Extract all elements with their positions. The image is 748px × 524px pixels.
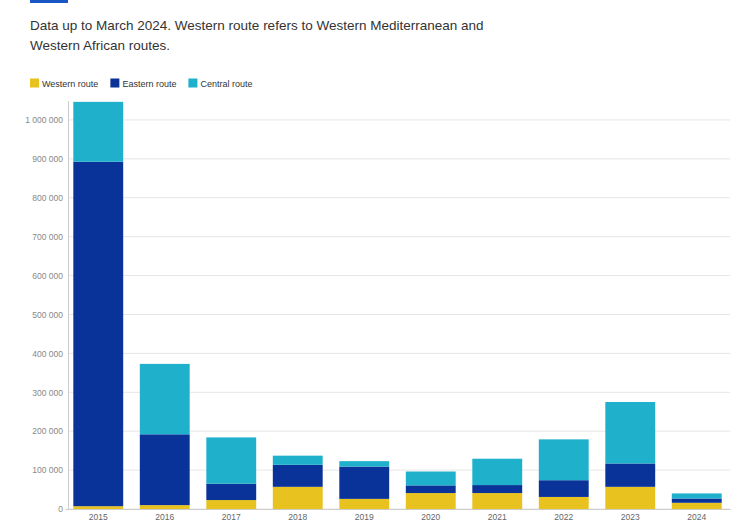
y-axis: 0 100 000 200 000 300 000 400 000 500 000 600 … xyxy=(25,101,68,514)
x-tick: 2021 xyxy=(488,509,507,522)
bar xyxy=(406,471,456,485)
bar xyxy=(140,434,190,505)
bar xyxy=(206,484,256,500)
grid-line xyxy=(68,275,730,276)
x-tick-label: 2024 xyxy=(687,512,706,522)
x-tick-label: 2020 xyxy=(421,512,440,522)
x-tick: 2023 xyxy=(621,509,640,522)
bar xyxy=(472,493,522,509)
y-tick-label: 600 000 xyxy=(32,271,63,281)
grid-line xyxy=(68,197,730,198)
grid-line xyxy=(68,353,730,354)
y-tick: 200 000 xyxy=(32,426,68,436)
bar xyxy=(273,487,323,509)
y-tick-label: 400 000 xyxy=(32,349,63,359)
bar xyxy=(73,506,123,509)
y-tick: 800 000 xyxy=(32,193,68,203)
x-tick-label: 2023 xyxy=(621,512,640,522)
bar xyxy=(472,485,522,493)
bar xyxy=(605,463,655,486)
y-tick: 700 000 xyxy=(32,232,68,242)
bar xyxy=(273,456,323,465)
x-tick: 2015 xyxy=(89,509,108,522)
accent-line xyxy=(30,0,68,3)
bar xyxy=(539,497,589,509)
bar xyxy=(339,499,389,509)
bar xyxy=(339,461,389,466)
x-tick-label: 2021 xyxy=(488,512,507,522)
bars xyxy=(73,102,721,509)
legend-swatch xyxy=(188,79,197,88)
x-tick-label: 2017 xyxy=(222,512,241,522)
legend-item: Western route xyxy=(30,79,98,89)
x-tick: 2018 xyxy=(288,509,307,522)
bar xyxy=(206,437,256,483)
y-tick: 400 000 xyxy=(32,349,68,359)
bar xyxy=(672,493,722,498)
series xyxy=(73,162,721,506)
legend-item: Central route xyxy=(188,79,252,89)
bar xyxy=(672,503,722,509)
bar xyxy=(140,364,190,434)
x-tick: 2019 xyxy=(355,509,374,522)
y-tick: 100 000 xyxy=(32,465,68,475)
grid-line xyxy=(68,314,730,315)
bar xyxy=(605,487,655,509)
bar xyxy=(472,459,522,485)
legend-swatch xyxy=(30,79,39,88)
y-axis-line xyxy=(68,101,69,510)
legend-label: Central route xyxy=(200,79,252,89)
bar xyxy=(406,493,456,509)
y-tick-label: 0 xyxy=(58,504,63,514)
subtitle: Data up to March 2024. Western route ref… xyxy=(30,16,520,56)
bar xyxy=(73,162,123,506)
x-tick-label: 2018 xyxy=(288,512,307,522)
y-tick-label: 200 000 xyxy=(32,426,63,436)
grid-line xyxy=(68,236,730,237)
grid-line xyxy=(68,119,730,120)
x-tick: 2016 xyxy=(155,509,174,522)
bar xyxy=(140,505,190,509)
y-tick: 600 000 xyxy=(32,271,68,281)
legend-item: Eastern route xyxy=(110,79,176,89)
x-tick: 2022 xyxy=(554,509,573,522)
bar xyxy=(539,480,589,497)
grid-line xyxy=(68,158,730,159)
y-tick: 300 000 xyxy=(32,388,68,398)
y-tick-label: 1 000 000 xyxy=(25,115,63,125)
y-tick-label: 900 000 xyxy=(32,154,63,164)
legend-swatch xyxy=(110,79,119,88)
y-tick-label: 700 000 xyxy=(32,232,63,242)
y-tick: 1 000 000 xyxy=(25,115,68,125)
series xyxy=(73,102,721,499)
bar xyxy=(539,439,589,480)
bar xyxy=(273,465,323,487)
x-tick-label: 2016 xyxy=(155,512,174,522)
bar xyxy=(406,485,456,493)
legend-label: Eastern route xyxy=(122,79,176,89)
y-tick-label: 800 000 xyxy=(32,193,63,203)
y-tick-label: 300 000 xyxy=(32,388,63,398)
x-axis: 2015 2016 2017 2018 2019 2020 2021 2022 2023 2024 xyxy=(66,509,731,522)
y-tick-label: 100 000 xyxy=(32,465,63,475)
x-tick: 2024 xyxy=(687,509,706,522)
bar xyxy=(605,402,655,463)
bar xyxy=(206,500,256,509)
chart: 0 100 000 200 000 300 000 400 000 500 000 600 … xyxy=(0,0,748,524)
y-tick: 900 000 xyxy=(32,154,68,164)
x-tick-label: 2019 xyxy=(355,512,374,522)
y-tick: 500 000 xyxy=(32,310,68,320)
bar xyxy=(672,498,722,502)
grid xyxy=(68,120,730,509)
y-tick-label: 500 000 xyxy=(32,310,63,320)
bar xyxy=(339,467,389,499)
legend-label: Western route xyxy=(42,79,98,89)
legend: Western route Eastern route Central route xyxy=(30,79,252,89)
x-tick-label: 2015 xyxy=(89,512,108,522)
x-tick: 2020 xyxy=(421,509,440,522)
bar xyxy=(73,102,123,162)
x-tick: 2017 xyxy=(222,509,241,522)
x-tick-label: 2022 xyxy=(554,512,573,522)
x-axis-line xyxy=(66,509,731,510)
